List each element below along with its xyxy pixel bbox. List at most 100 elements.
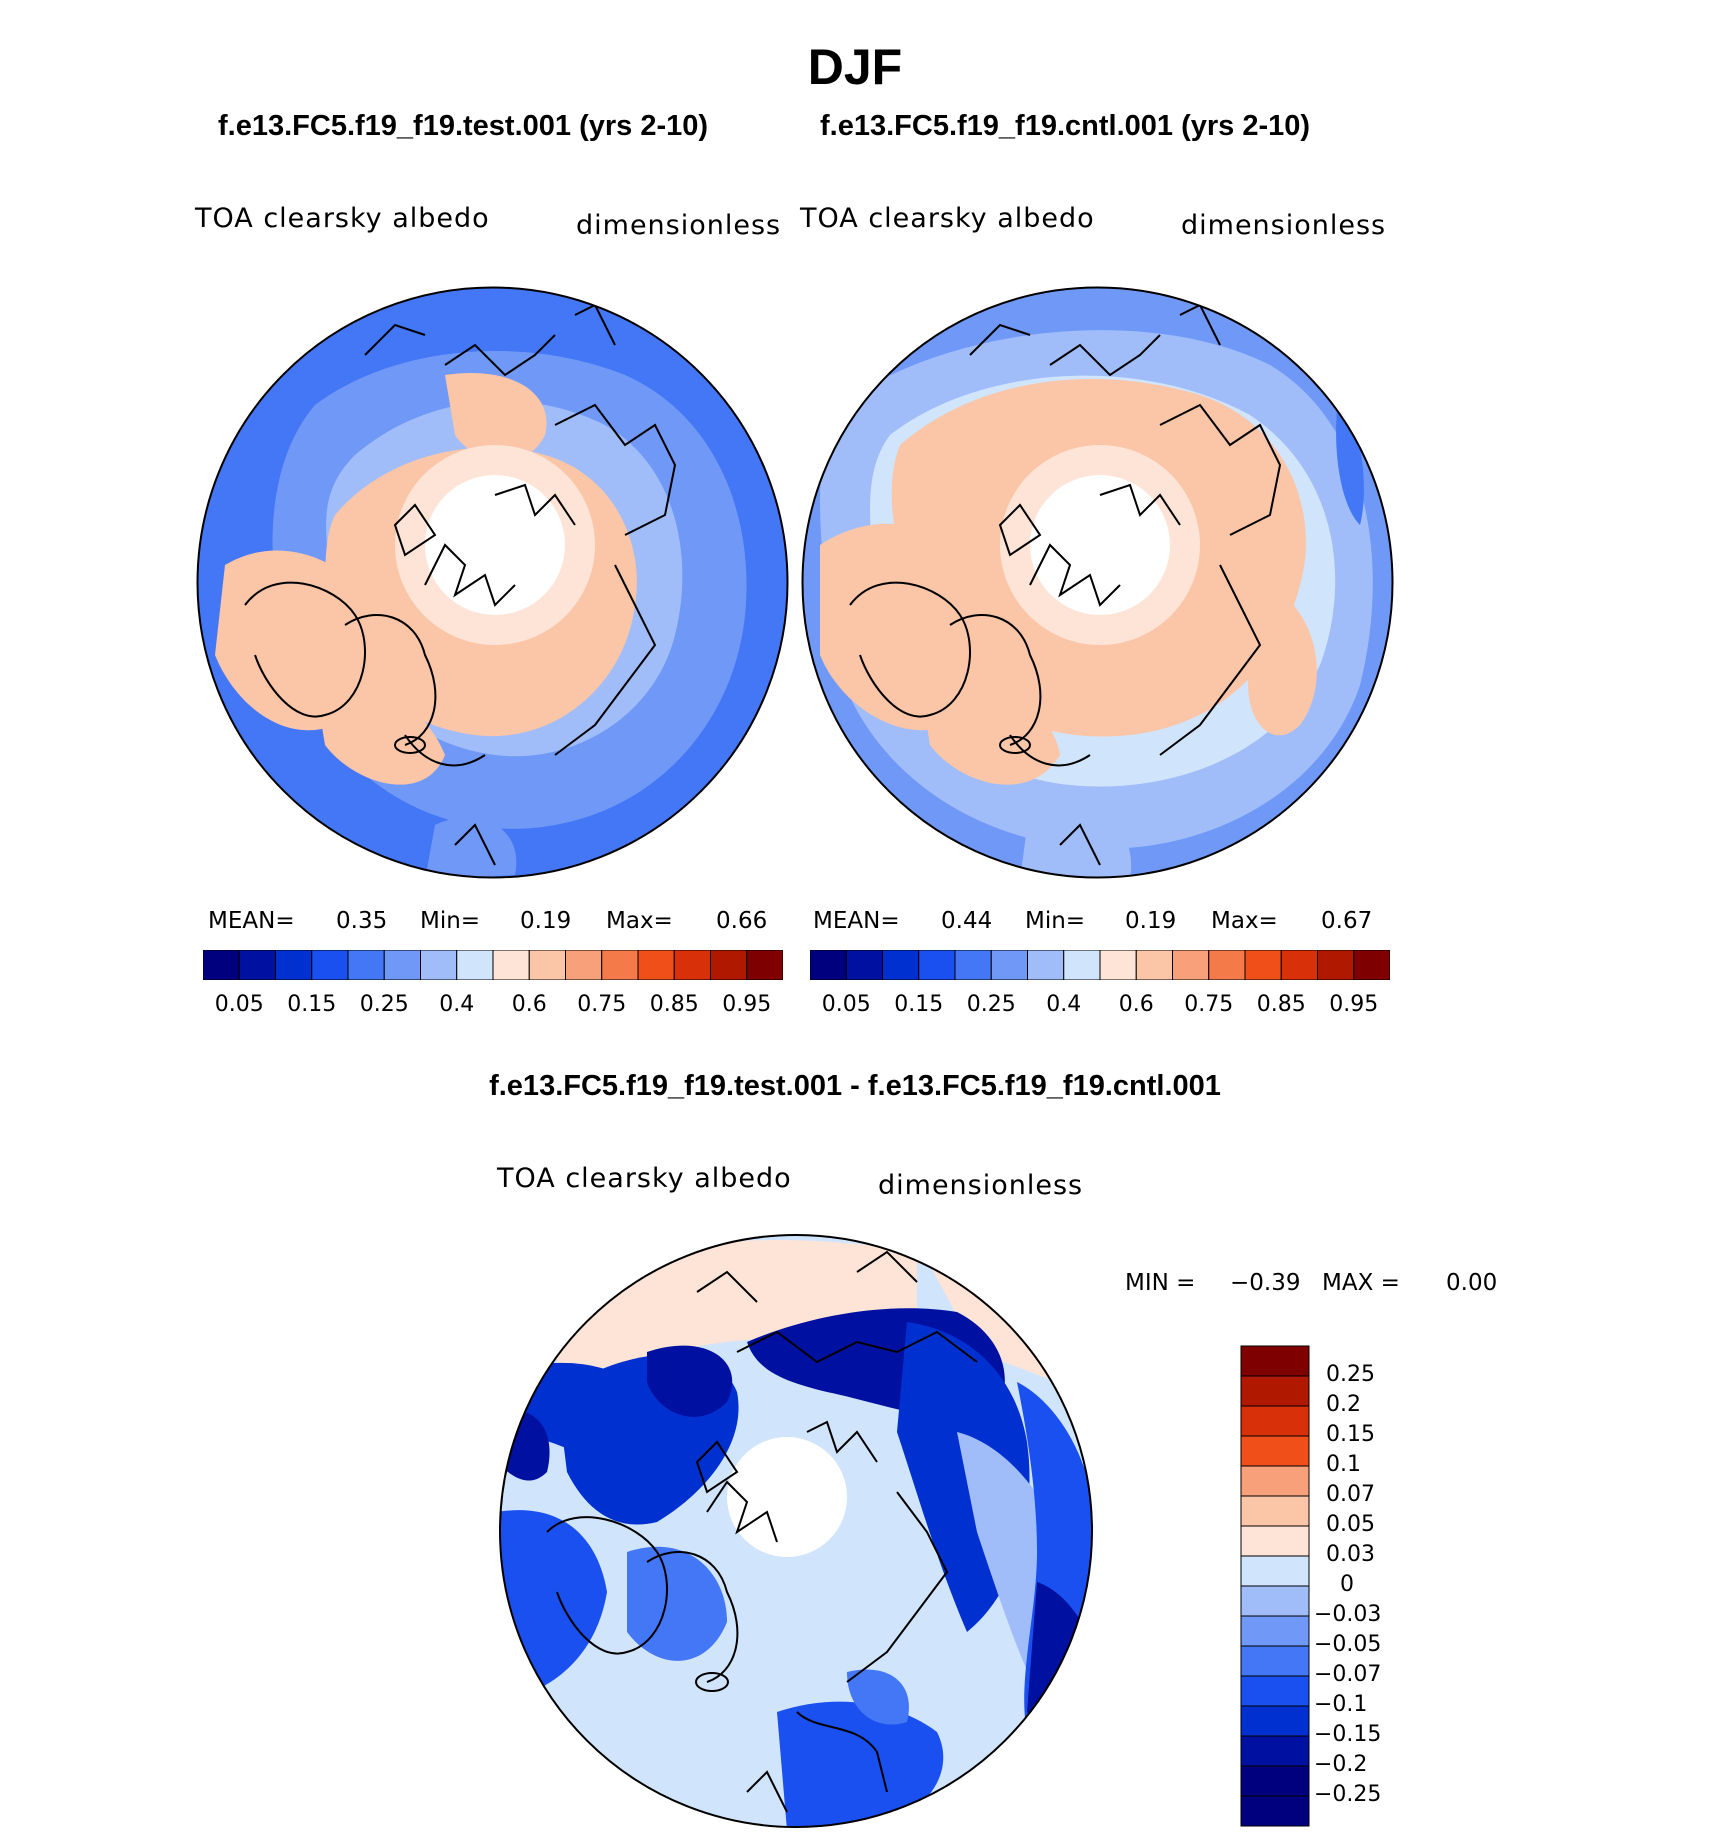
cntl-max-value: 0.67 xyxy=(1321,908,1373,934)
colorbar-swatch xyxy=(1240,1465,1310,1497)
colorbar-tick-label: −0.05 xyxy=(1314,1632,1382,1657)
colorbar-swatch xyxy=(311,950,349,980)
colorbar-tick-label: 0.75 xyxy=(1184,992,1234,1017)
colorbar-tick-label: −0.2 xyxy=(1314,1752,1368,1777)
colorbar-swatch xyxy=(710,950,748,980)
colorbar-swatch xyxy=(1240,1735,1310,1767)
colorbar-swatch xyxy=(954,950,992,980)
colorbar-swatch xyxy=(238,950,276,980)
cntl-mean-value: 0.44 xyxy=(941,908,993,934)
test-case-title: f.e13.FC5.f19_f19.test.001 (yrs 2-10) xyxy=(218,110,709,142)
diff-min-value: −0.39 xyxy=(1230,1270,1301,1296)
colorbar-tick-label: −0.1 xyxy=(1314,1692,1368,1717)
diff-polar-map xyxy=(499,1234,1093,1828)
colorbar-swatch xyxy=(637,950,675,980)
colorbar-swatch xyxy=(275,950,313,980)
cntl-units-label: dimensionless xyxy=(1181,210,1387,241)
colorbar-tick-label: 0.2 xyxy=(1326,1392,1361,1417)
colorbar-swatch xyxy=(990,950,1028,980)
colorbar-tick-label: 0.4 xyxy=(439,992,475,1017)
test-min-label: Min= xyxy=(420,908,481,934)
colorbar-swatch xyxy=(1240,1645,1310,1677)
test-mean-label: MEAN= xyxy=(208,908,295,934)
colorbar-swatch xyxy=(1172,950,1210,980)
colorbar-tick-label: −0.03 xyxy=(1314,1602,1382,1627)
colorbar-swatch xyxy=(1244,950,1282,980)
colorbar-swatch xyxy=(1353,950,1390,980)
colorbar-tick-label: 0.25 xyxy=(1326,1362,1375,1387)
colorbar-tick-label: 0.6 xyxy=(511,992,547,1017)
colorbar-tick-label: 0.1 xyxy=(1326,1452,1361,1477)
diff-case-title: f.e13.FC5.f19_f19.test.001 - f.e13.FC5.f… xyxy=(489,1070,1221,1102)
colorbar-tick-label: −0.15 xyxy=(1314,1722,1382,1747)
colorbar-tick-label: 0.03 xyxy=(1326,1542,1375,1567)
colorbar-tick-label: −0.25 xyxy=(1314,1782,1382,1807)
cntl-variable-label: TOA clearsky albedo xyxy=(800,203,1095,234)
colorbar-swatch xyxy=(1240,1555,1310,1587)
cntl-min-label: Min= xyxy=(1025,908,1086,934)
test-mean-value: 0.35 xyxy=(336,908,388,934)
colorbar-swatch xyxy=(1099,950,1137,980)
diff-max-label: MAX = xyxy=(1322,1270,1400,1296)
test-variable-label: TOA clearsky albedo xyxy=(195,203,490,234)
colorbar-swatch xyxy=(420,950,458,980)
colorbar-swatch xyxy=(347,950,385,980)
colorbar-swatch xyxy=(1240,1585,1310,1617)
cntl-colorbar-labels: 0.05 0.15 0.25 0.4 0.6 0.75 0.85 0.95 xyxy=(810,992,1390,1022)
test-max-value: 0.66 xyxy=(716,908,768,934)
colorbar-swatch xyxy=(1063,950,1101,980)
cntl-colorbar xyxy=(810,950,1390,980)
colorbar-swatch xyxy=(1240,1705,1310,1737)
colorbar-tick-label: 0.4 xyxy=(1046,992,1082,1017)
colorbar-tick-label: 0.05 xyxy=(214,992,264,1017)
colorbar-swatch xyxy=(203,950,240,980)
diff-min-label: MIN = xyxy=(1125,1270,1196,1296)
cntl-mean-label: MEAN= xyxy=(813,908,900,934)
colorbar-swatch xyxy=(528,950,566,980)
colorbar-tick-label: 0.95 xyxy=(1329,992,1379,1017)
colorbar-swatch xyxy=(810,950,847,980)
colorbar-swatch xyxy=(1240,1765,1310,1797)
colorbar-swatch xyxy=(565,950,603,980)
test-polar-map xyxy=(196,286,789,879)
colorbar-swatch xyxy=(882,950,920,980)
colorbar-swatch xyxy=(1240,1495,1310,1527)
colorbar-swatch xyxy=(492,950,530,980)
colorbar-tick-label: 0.05 xyxy=(821,992,871,1017)
diff-colorbar xyxy=(1240,1345,1310,1827)
test-max-label: Max= xyxy=(606,908,673,934)
colorbar-swatch xyxy=(1240,1435,1310,1467)
colorbar-tick-label: 0 xyxy=(1340,1572,1354,1597)
diff-colorbar-labels: 0.25 0.2 0.15 0.1 0.07 0.05 0.03 0 −0.03 −0.05 −0.… xyxy=(1310,1345,1430,1830)
cntl-max-label: Max= xyxy=(1211,908,1278,934)
colorbar-tick-label: 0.85 xyxy=(649,992,699,1017)
colorbar-tick-label: 0.6 xyxy=(1118,992,1154,1017)
colorbar-swatch xyxy=(1240,1375,1310,1407)
colorbar-swatch xyxy=(1208,950,1246,980)
colorbar-tick-label: −0.07 xyxy=(1314,1662,1382,1687)
colorbar-swatch xyxy=(383,950,421,980)
colorbar-swatch xyxy=(1240,1675,1310,1707)
test-colorbar xyxy=(203,950,783,980)
colorbar-swatch xyxy=(1317,950,1355,980)
colorbar-swatch xyxy=(673,950,711,980)
colorbar-tick-label: 0.25 xyxy=(966,992,1016,1017)
diff-variable-label: TOA clearsky albedo xyxy=(497,1163,792,1194)
colorbar-tick-label: 0.07 xyxy=(1326,1482,1375,1507)
colorbar-swatch xyxy=(918,950,956,980)
colorbar-tick-label: 0.75 xyxy=(577,992,627,1017)
test-colorbar-labels: 0.05 0.15 0.25 0.4 0.6 0.75 0.85 0.95 xyxy=(203,992,783,1022)
colorbar-tick-label: 0.05 xyxy=(1326,1512,1375,1537)
colorbar-swatch xyxy=(1240,1795,1310,1827)
colorbar-swatch xyxy=(746,950,783,980)
colorbar-swatch xyxy=(1240,1405,1310,1437)
diff-units-label: dimensionless xyxy=(878,1170,1084,1201)
test-units-label: dimensionless xyxy=(576,210,782,241)
cntl-case-title: f.e13.FC5.f19_f19.cntl.001 (yrs 2-10) xyxy=(820,110,1311,142)
colorbar-swatch xyxy=(601,950,639,980)
diff-max-value: 0.00 xyxy=(1446,1270,1498,1296)
colorbar-tick-label: 0.15 xyxy=(1326,1422,1375,1447)
colorbar-swatch xyxy=(1240,1615,1310,1647)
colorbar-swatch xyxy=(1240,1525,1310,1557)
test-min-value: 0.19 xyxy=(520,908,572,934)
